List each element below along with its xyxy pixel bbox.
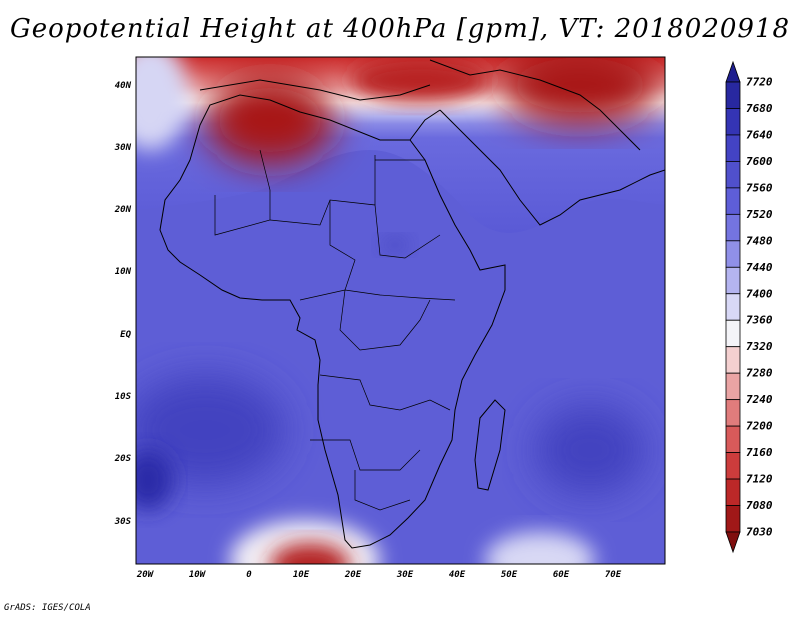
colorbar-label: 7320: [746, 340, 773, 353]
lon-label-10e: 10E: [293, 570, 310, 580]
lon-label-70e: 70E: [605, 570, 622, 580]
lat-label-30n: 30N: [114, 143, 132, 153]
high-indian: [535, 405, 645, 495]
low-core-sahara: [205, 75, 335, 165]
colorbar-swatch: [725, 81, 741, 109]
lat-axis: 40N 30N 20N 10N EQ 10S 20S 30S: [114, 81, 132, 527]
colorbar-swatch: [725, 240, 741, 268]
colorbar-label: 7520: [746, 208, 773, 221]
colorbar-swatch: [725, 372, 741, 401]
lat-label-10s: 10S: [115, 392, 132, 402]
coastlines: [159, 59, 665, 549]
lat-label-20s: 20S: [114, 454, 132, 464]
country-borders: [214, 149, 456, 511]
plot-frame: [135, 56, 666, 565]
colorbar-label: 7560: [746, 181, 773, 194]
colorbar-label: 7280: [746, 367, 773, 380]
colorbar-top-arrow: [725, 60, 741, 83]
colorbar-label: 7600: [746, 155, 773, 168]
colorbar-swatch: [725, 478, 741, 506]
south-low-indian: [485, 532, 595, 564]
colorbar-swatch: [725, 346, 741, 374]
high-sudan: [380, 237, 410, 253]
colorbar-label: 7240: [746, 393, 773, 406]
high-atlantic: [136, 375, 285, 485]
lat-label-20n: 20N: [114, 205, 132, 215]
colorbar-swatch: [725, 161, 741, 189]
colorbar-swatch: [725, 266, 741, 295]
colorbar-swatch: [725, 293, 741, 321]
lon-label-10w: 10W: [189, 570, 207, 580]
colorbar-label: 7440: [746, 261, 773, 274]
colorbar-label: 7080: [746, 499, 773, 512]
grads-credit: GrADS: IGES/COLA: [4, 603, 91, 613]
high-atlantic-core: [136, 450, 173, 510]
lat-label-30s: 30S: [114, 517, 132, 527]
low-core-iran: [500, 57, 660, 125]
colorbar-label: 7160: [746, 446, 773, 459]
colorbar-label: 7680: [746, 102, 773, 115]
colorbar-swatch: [725, 505, 741, 533]
lon-label-20w: 20W: [136, 570, 155, 580]
colorbar-swatch: [725, 134, 741, 162]
lon-label-20e: 20E: [344, 570, 362, 580]
colorbar-label: 7200: [746, 420, 773, 433]
colorbar-swatch: [725, 213, 741, 242]
chart-title: Geopotential Height at 400hPa [gpm], VT:…: [9, 14, 791, 44]
colorbar-label: 7720: [746, 76, 773, 89]
lon-label-50e: 50E: [501, 570, 518, 580]
lat-label-eq: EQ: [120, 330, 131, 340]
lat-label-40n: 40N: [115, 81, 132, 91]
lat-label-10n: 10N: [115, 267, 132, 277]
colorbar-swatch: [725, 425, 741, 453]
colorbar-swatch: [725, 108, 741, 136]
nw-pale-region: [136, 57, 188, 150]
colorbar-swatch: [725, 319, 741, 348]
lon-label-0: 0: [246, 570, 252, 580]
lon-label-40e: 40E: [449, 570, 466, 580]
colorbar-bottom-arrow: [725, 531, 741, 554]
colorbar-swatch: [725, 452, 741, 480]
lon-label-30e: 30E: [396, 570, 414, 580]
colorbar-swatch: [725, 399, 741, 427]
low-core-med: [350, 58, 490, 102]
colorbar-label: 7640: [746, 128, 773, 141]
colorbar-label: 7480: [746, 234, 773, 247]
contour-field: [136, 57, 665, 564]
colorbar-label: 7030: [746, 526, 773, 539]
colorbar-label: 7360: [746, 314, 773, 327]
south-low-atlantic-core: [270, 543, 350, 564]
colorbar: 7720 7680 7640 7600 7560 7520 7480 7440 7400 7360…: [725, 60, 773, 554]
colorbar-swatch: [725, 187, 741, 215]
lon-axis: 20W 10W 0 10E 20E 30E 40E 50E 60E 70E: [136, 570, 622, 580]
colorbar-label: 7400: [746, 287, 773, 300]
colorbar-label: 7120: [746, 473, 773, 486]
lon-label-60e: 60E: [553, 570, 570, 580]
